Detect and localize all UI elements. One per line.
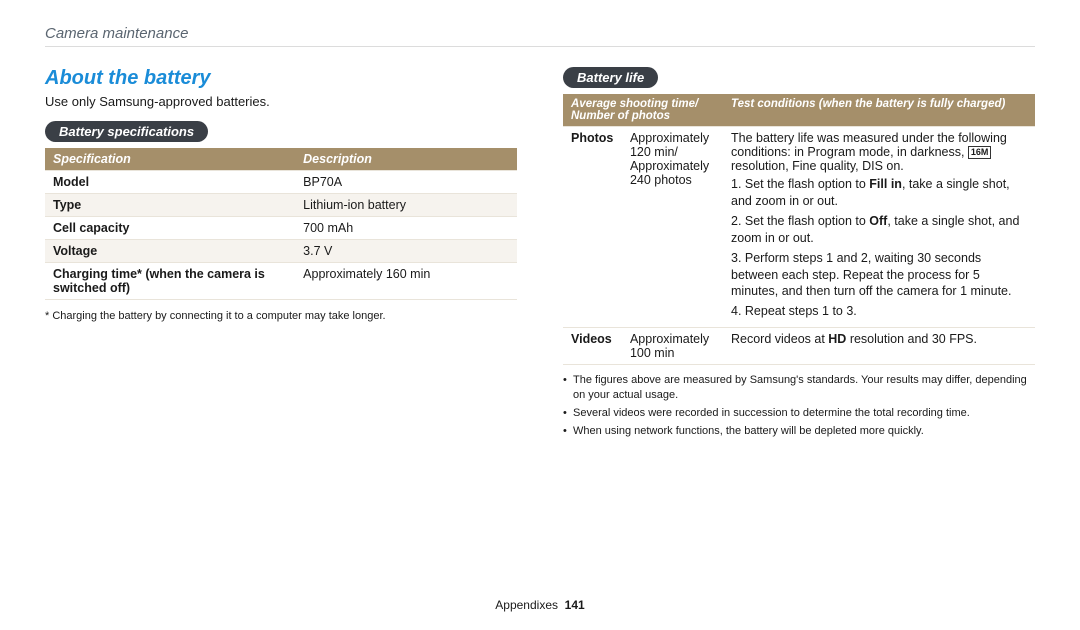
step-text: 2. Set the flash option to xyxy=(731,214,869,228)
life-notes: The figures above are measured by Samsun… xyxy=(563,373,1035,438)
spec-val: BP70A xyxy=(295,171,517,194)
table-row: ModelBP70A xyxy=(45,171,517,194)
section-title: About the battery xyxy=(45,67,517,90)
table-row: Voltage3.7 V xyxy=(45,240,517,263)
spec-val: 700 mAh xyxy=(295,217,517,240)
life-th-time: Average shooting time/ Number of photos xyxy=(563,94,723,127)
life-row-videos: Videos Approximately 100 min Record vide… xyxy=(563,328,1035,365)
spec-key: Cell capacity xyxy=(45,217,295,240)
spec-pill: Battery specifications xyxy=(45,121,208,142)
steps-list: 1. Set the flash option to Fill in, take… xyxy=(731,176,1027,320)
life-th-conditions: Test conditions (when the battery is ful… xyxy=(723,94,1035,127)
note-item: When using network functions, the batter… xyxy=(563,424,1035,439)
step-bold: Off xyxy=(869,214,887,228)
spec-key: Type xyxy=(45,194,295,217)
step-1: 1. Set the flash option to Fill in, take… xyxy=(731,176,1027,210)
life-photos-conditions: The battery life was measured under the … xyxy=(723,127,1035,328)
spec-val: 3.7 V xyxy=(295,240,517,263)
life-table: Average shooting time/ Number of photos … xyxy=(563,94,1035,365)
spec-table: Specification Description ModelBP70A Typ… xyxy=(45,148,517,300)
spec-val: Lithium-ion battery xyxy=(295,194,517,217)
intro-text-b: resolution, Fine quality, DIS on. xyxy=(731,159,904,173)
intro-text-a: The battery life was measured under the … xyxy=(731,131,1007,159)
table-row: Cell capacity700 mAh xyxy=(45,217,517,240)
life-row-photos: Photos Approximately 120 min/ Approximat… xyxy=(563,127,1035,328)
spec-key: Voltage xyxy=(45,240,295,263)
cond-text: Record videos at xyxy=(731,332,828,346)
step-bold: Fill in xyxy=(869,177,902,191)
lead-text: Use only Samsung-approved batteries. xyxy=(45,94,517,109)
spec-footnote: * Charging the battery by connecting it … xyxy=(45,310,517,322)
life-videos-time: Approximately 100 min xyxy=(622,328,723,365)
note-item: Several videos were recorded in successi… xyxy=(563,406,1035,421)
table-row: TypeLithium-ion battery xyxy=(45,194,517,217)
content-columns: About the battery Use only Samsung-appro… xyxy=(45,67,1035,442)
spec-val: Approximately 160 min xyxy=(295,263,517,300)
breadcrumb: Camera maintenance xyxy=(45,25,1035,46)
table-row: Charging time* (when the camera is switc… xyxy=(45,263,517,300)
spec-key: Model xyxy=(45,171,295,194)
step-text: 1. Set the flash option to xyxy=(731,177,869,191)
step-2: 2. Set the flash option to Off, take a s… xyxy=(731,213,1027,247)
hd-icon: HD xyxy=(828,332,846,346)
page-footer: Appendixes 141 xyxy=(0,598,1080,612)
left-column: About the battery Use only Samsung-appro… xyxy=(45,67,517,442)
divider xyxy=(45,46,1035,47)
step-4: 4. Repeat steps 1 to 3. xyxy=(731,303,1027,320)
life-pill: Battery life xyxy=(563,67,658,88)
footer-section: Appendixes xyxy=(495,598,558,612)
note-item: The figures above are measured by Samsun… xyxy=(563,373,1035,403)
step-3: 3. Perform steps 1 and 2, waiting 30 sec… xyxy=(731,250,1027,301)
life-videos-conditions: Record videos at HD resolution and 30 FP… xyxy=(723,328,1035,365)
spec-key: Charging time* (when the camera is switc… xyxy=(45,263,295,300)
spec-th-description: Description xyxy=(295,148,517,171)
life-photos-time: Approximately 120 min/ Approximately 240… xyxy=(622,127,723,328)
life-photos-label: Photos xyxy=(563,127,622,328)
right-column: Battery life Average shooting time/ Numb… xyxy=(563,67,1035,442)
cond-text: resolution and 30 FPS. xyxy=(846,332,977,346)
page-number: 141 xyxy=(565,598,585,612)
spec-th-specification: Specification xyxy=(45,148,295,171)
life-videos-label: Videos xyxy=(563,328,622,365)
resolution-icon: 16M xyxy=(968,146,992,159)
